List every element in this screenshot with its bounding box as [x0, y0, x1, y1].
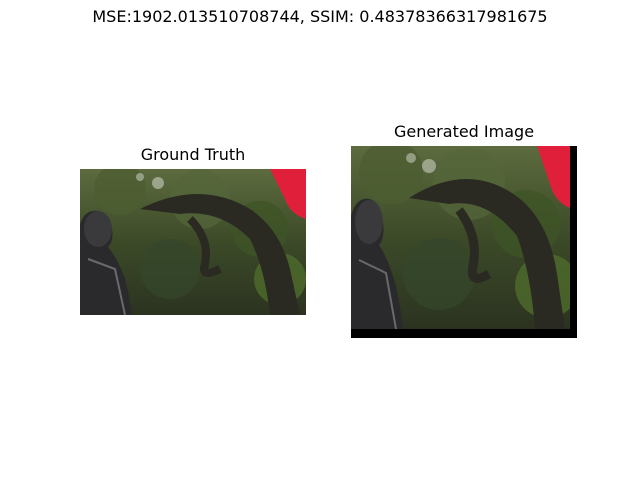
generated-image-title: Generated Image — [393, 122, 535, 141]
generated-image — [351, 146, 577, 338]
ground-truth-title: Ground Truth — [140, 145, 246, 164]
metrics-title: MSE:1902.013510708744, SSIM: 0.483783663… — [92, 7, 548, 26]
ground-truth-image — [80, 169, 306, 315]
